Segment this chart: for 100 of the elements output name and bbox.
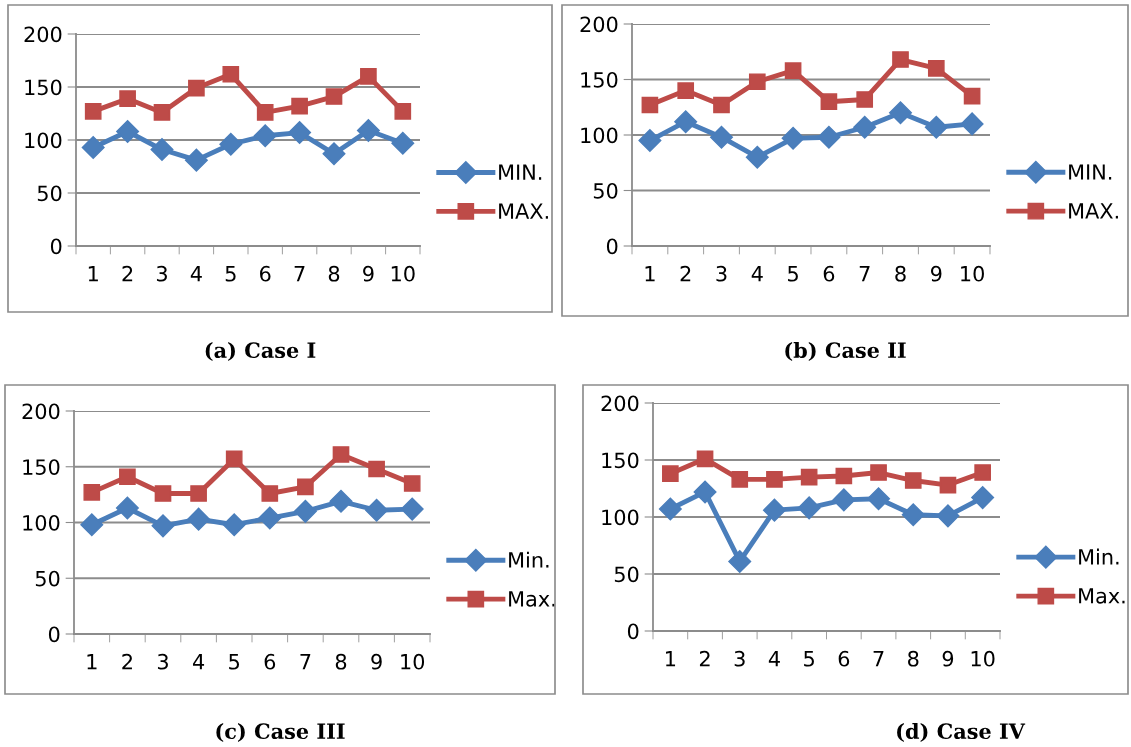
x-tick-label: 8 <box>328 265 340 282</box>
point <box>365 498 389 522</box>
x-tick-label: 5 <box>804 651 814 667</box>
x-tick-label: 6 <box>260 265 271 282</box>
point <box>150 138 174 162</box>
point <box>394 103 412 120</box>
point <box>867 487 891 511</box>
point <box>291 97 308 115</box>
point <box>225 450 243 468</box>
x-tick-label: 4 <box>190 266 202 282</box>
point <box>222 513 246 537</box>
point <box>797 496 821 520</box>
text: (d) Case IV <box>897 722 1026 742</box>
point <box>748 73 766 91</box>
point <box>677 82 695 99</box>
point <box>904 472 922 489</box>
x-tick-label: 9 <box>930 265 942 282</box>
y-tick-label: 150 <box>581 71 618 88</box>
point <box>256 104 274 121</box>
point <box>960 112 984 136</box>
point <box>853 115 877 139</box>
point <box>119 90 136 107</box>
point <box>693 480 717 504</box>
point <box>391 131 415 155</box>
point <box>856 91 874 108</box>
x-tick-label: 1 <box>88 266 98 282</box>
y-tick-label: 50 <box>37 185 62 202</box>
point <box>731 471 749 488</box>
legend-label: Min. <box>1079 548 1119 565</box>
y-tick-label: 50 <box>593 182 618 199</box>
legend-label: Min. <box>509 551 549 568</box>
x-tick-label: 4 <box>768 651 780 667</box>
x-tick-label: 1 <box>87 654 97 670</box>
point <box>153 104 171 121</box>
point <box>658 497 682 521</box>
legend-label: MIN. <box>1069 164 1112 180</box>
point <box>662 465 679 483</box>
point <box>297 478 314 496</box>
x-tick-label: 10 <box>971 650 995 667</box>
text: (c) Case III <box>216 722 345 742</box>
x-tick-label: 8 <box>908 650 919 667</box>
point <box>832 488 856 512</box>
point <box>713 96 730 114</box>
y-tick-label: 150 <box>602 452 639 469</box>
point <box>154 485 172 502</box>
point <box>116 120 140 144</box>
x-tick-label: 7 <box>294 266 305 282</box>
x-tick-label: 2 <box>699 650 710 667</box>
x-tick-label: 1 <box>645 266 655 282</box>
text: (a) Case I <box>205 341 316 361</box>
y-tick-label: 100 <box>602 509 639 526</box>
point <box>728 549 752 573</box>
x-tick-label: 9 <box>363 265 374 282</box>
point <box>762 498 786 522</box>
point <box>187 507 211 531</box>
legend-label: Max. <box>509 591 555 607</box>
x-tick-label: 8 <box>895 265 906 282</box>
x-tick-label: 2 <box>122 265 133 282</box>
y-tick-label: 150 <box>25 79 62 96</box>
y-tick-label: 0 <box>627 623 639 640</box>
point <box>356 118 380 142</box>
point <box>800 468 818 486</box>
point <box>924 115 948 139</box>
y-tick-label: 200 <box>24 26 62 43</box>
x-tick-label: 3 <box>156 265 167 282</box>
x-tick-label: 10 <box>391 265 415 282</box>
point <box>936 504 960 528</box>
point <box>151 514 175 538</box>
point <box>253 124 277 148</box>
x-tick-label: 10 <box>401 653 425 670</box>
y-tick-label: 50 <box>35 570 60 587</box>
point <box>115 496 139 520</box>
point <box>329 489 353 513</box>
x-tick-label: 3 <box>734 650 745 667</box>
point <box>83 484 101 501</box>
y-tick-label: 200 <box>580 16 618 33</box>
x-tick-label: 2 <box>122 653 132 670</box>
point <box>288 121 312 145</box>
x-tick-label: 3 <box>157 653 168 670</box>
x-tick-label: 8 <box>335 653 347 670</box>
point <box>674 110 698 134</box>
point <box>835 467 853 485</box>
y-tick-label: 200 <box>601 395 639 412</box>
point <box>190 485 207 502</box>
point <box>81 135 105 159</box>
point <box>870 464 887 481</box>
point <box>892 51 909 68</box>
point <box>332 446 350 463</box>
point <box>901 503 925 527</box>
point <box>766 471 783 488</box>
point <box>400 497 424 521</box>
x-tick-label: 3 <box>716 265 727 282</box>
point <box>80 513 104 537</box>
y-tick-label: 150 <box>23 459 60 475</box>
x-tick-label: 5 <box>229 654 240 670</box>
x-tick-label: 6 <box>264 653 276 670</box>
x-tick-label: 6 <box>838 650 850 667</box>
point <box>971 486 995 510</box>
x-tick-label: 7 <box>859 266 870 282</box>
point <box>641 96 659 114</box>
